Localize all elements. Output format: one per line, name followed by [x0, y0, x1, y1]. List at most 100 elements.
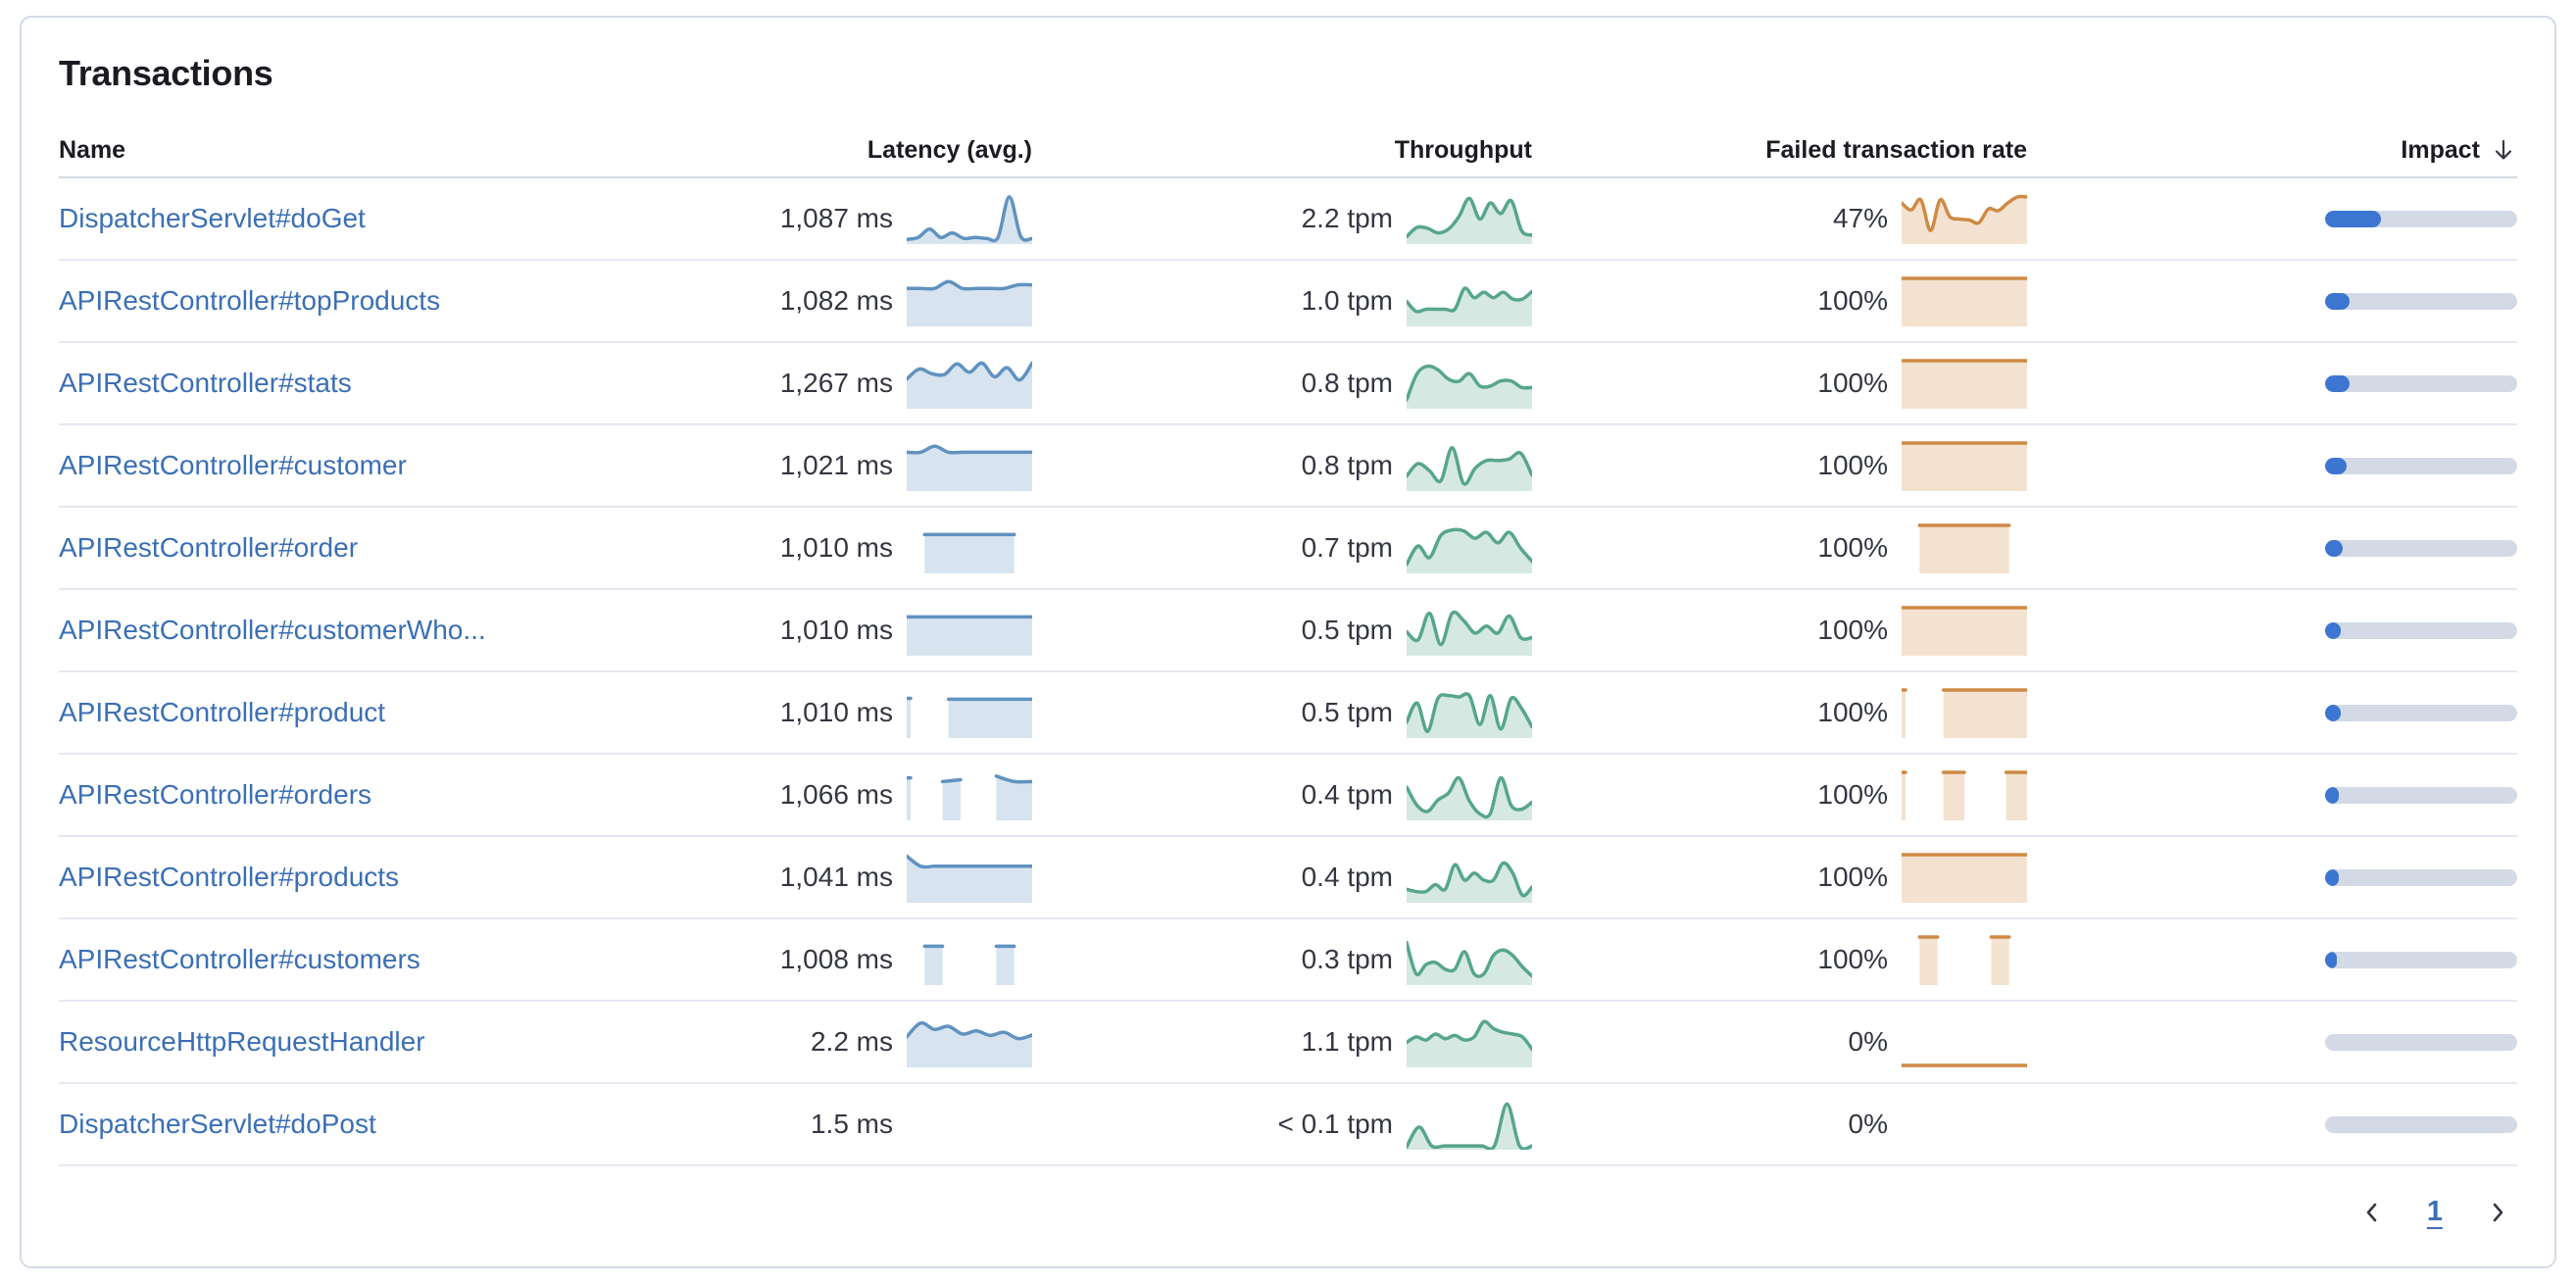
failed-rate-value: 100% [1817, 368, 1888, 398]
failed-rate-sparkline [1902, 441, 2027, 491]
table-row: APIRestController#products 1,041 ms 0.4 … [59, 837, 2517, 919]
table-row: APIRestController#customerWho... 1,010 m… [59, 590, 2517, 672]
latency-value: 1.5 ms [810, 1109, 893, 1139]
column-header-latency[interactable]: Latency (avg.) [867, 135, 1032, 164]
throughput-sparkline [1407, 196, 1532, 244]
column-header-throughput[interactable]: Throughput [1394, 135, 1532, 164]
column-header-failed-rate[interactable]: Failed transaction rate [1765, 135, 2027, 164]
transaction-name-link[interactable]: APIRestController#customers [59, 944, 421, 974]
next-page-button[interactable] [2484, 1199, 2511, 1226]
impact-bar-fill [2325, 292, 2351, 310]
latency-sparkline [922, 944, 1016, 985]
latency-sparkline [907, 696, 1032, 738]
failed-rate-sparkline [1902, 359, 2027, 409]
latency-sparkline [907, 444, 1032, 491]
impact-bar [2325, 210, 2517, 227]
transaction-name-link[interactable]: APIRestController#products [59, 862, 400, 892]
latency-value: 1,066 ms [779, 779, 893, 810]
pagination: 1 [59, 1196, 2517, 1228]
impact-bar [2325, 704, 2517, 721]
previous-page-button[interactable] [2358, 1199, 2386, 1226]
throughput-value: 0.7 tpm [1301, 532, 1393, 563]
page-number-1[interactable]: 1 [2426, 1196, 2443, 1227]
transaction-name-link[interactable]: DispatcherServlet#doPost [59, 1109, 376, 1139]
throughput-sparkline [1407, 1019, 1532, 1067]
table-row: ResourceHttpRequestHandler 2.2 ms 1.1 tp… [59, 1002, 2517, 1084]
impact-bar [2325, 1115, 2517, 1133]
throughput-value: 2.2 tpm [1301, 203, 1393, 233]
throughput-sparkline [1407, 364, 1532, 409]
impact-bar-fill [2325, 868, 2339, 886]
impact-bar [2325, 292, 2517, 310]
transaction-name-link[interactable]: APIRestController#topProducts [59, 285, 441, 316]
sort-descending-icon [2495, 139, 2512, 160]
throughput-value: 0.5 tpm [1301, 697, 1393, 727]
transactions-panel: Transactions Name Latency (avg.) Through… [20, 16, 2556, 1268]
throughput-value: 0.8 tpm [1301, 368, 1393, 398]
transaction-name-link[interactable]: APIRestController#customer [59, 450, 407, 480]
failed-rate-value: 100% [1817, 779, 1888, 810]
transaction-name-link[interactable]: APIRestController#customerWho... [59, 615, 486, 645]
failed-rate-sparkline [1902, 606, 2027, 656]
latency-sparkline [907, 1020, 1032, 1067]
failed-rate-value: 0% [1848, 1026, 1888, 1057]
impact-bar [2325, 868, 2517, 886]
impact-bar [2325, 539, 2517, 557]
impact-bar [2325, 786, 2517, 804]
throughput-value: 0.4 tpm [1301, 779, 1393, 810]
latency-value: 1,008 ms [779, 944, 893, 974]
latency-value: 1,082 ms [779, 285, 893, 316]
impact-bar-fill [2325, 704, 2341, 721]
impact-bar [2325, 621, 2517, 639]
failed-rate-sparkline [1902, 194, 2027, 244]
throughput-value: < 0.1 tpm [1277, 1109, 1393, 1139]
failed-rate-sparkline [1917, 523, 2011, 573]
chevron-left-icon [2366, 1203, 2377, 1221]
throughput-sparkline [1407, 286, 1532, 326]
impact-bar [2325, 457, 2517, 474]
throughput-sparkline [1407, 692, 1532, 738]
latency-sparkline [907, 615, 1032, 656]
throughput-value: 1.0 tpm [1301, 285, 1393, 316]
throughput-value: 0.3 tpm [1301, 944, 1393, 974]
failed-rate-value: 100% [1817, 944, 1888, 974]
latency-value: 1,021 ms [779, 450, 893, 480]
latency-value: 1,010 ms [779, 697, 893, 727]
transaction-name-link[interactable]: APIRestController#orders [59, 779, 372, 810]
throughput-value: 0.4 tpm [1301, 862, 1393, 892]
throughput-sparkline [1407, 527, 1532, 573]
failed-rate-value: 100% [1817, 450, 1888, 480]
failed-rate-value: 100% [1817, 862, 1888, 892]
column-header-name[interactable]: Name [59, 135, 126, 164]
latency-value: 1,010 ms [779, 532, 893, 563]
transaction-name-link[interactable]: APIRestController#order [59, 532, 359, 563]
transaction-name-link[interactable]: APIRestController#product [59, 697, 386, 727]
panel-title: Transactions [59, 53, 273, 93]
latency-sparkline [907, 279, 1032, 326]
table-body: DispatcherServlet#doGet 1,087 ms 2.2 tpm… [59, 178, 2517, 1166]
transaction-name-link[interactable]: ResourceHttpRequestHandler [59, 1026, 425, 1057]
throughput-sparkline [1407, 861, 1532, 903]
failed-rate-sparkline [1902, 688, 2027, 738]
latency-sparkline [907, 774, 1032, 820]
throughput-value: 0.8 tpm [1301, 450, 1393, 480]
impact-bar-fill [2325, 210, 2381, 227]
failed-rate-value: 100% [1817, 285, 1888, 316]
throughput-sparkline [1407, 775, 1532, 820]
impact-bar-fill [2325, 786, 2339, 804]
impact-bar-fill [2325, 621, 2341, 639]
latency-value: 1,087 ms [779, 203, 893, 233]
latency-sparkline [907, 361, 1032, 409]
transaction-name-link[interactable]: APIRestController#stats [59, 368, 352, 398]
latency-sparkline [907, 195, 1032, 244]
impact-bar [2325, 374, 2517, 392]
column-header-impact[interactable]: Impact [2027, 136, 2517, 165]
transaction-name-link[interactable]: DispatcherServlet#doGet [59, 203, 366, 233]
failed-rate-sparkline [1917, 935, 2011, 985]
table-row: APIRestController#product 1,010 ms 0.5 t… [59, 672, 2517, 755]
failed-rate-value: 100% [1817, 697, 1888, 727]
impact-bar [2325, 1033, 2517, 1051]
failed-rate-sparkline [1902, 276, 2027, 326]
impact-bar-fill [2325, 457, 2347, 474]
latency-value: 2.2 ms [810, 1026, 893, 1057]
